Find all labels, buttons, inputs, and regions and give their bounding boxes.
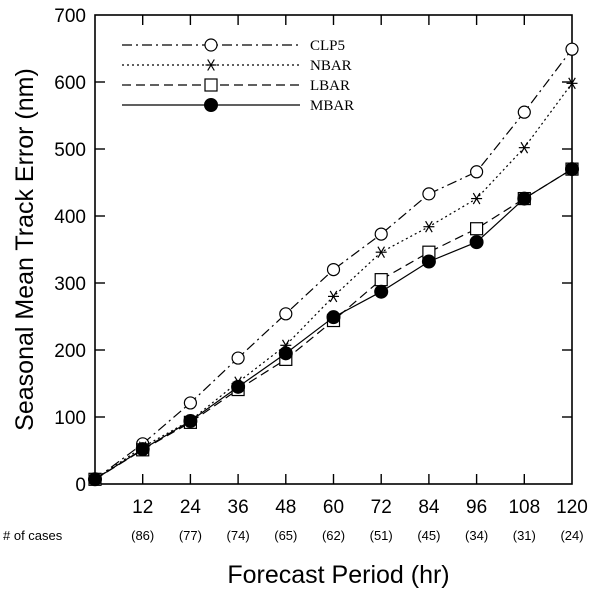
x-tick-label: 36 bbox=[228, 497, 249, 518]
y-tick-label: 700 bbox=[54, 6, 86, 27]
data-point-clp5 bbox=[231, 351, 245, 365]
data-point-nbar bbox=[328, 290, 339, 303]
data-point-mbar bbox=[183, 414, 198, 429]
data-point-clp5 bbox=[470, 165, 484, 179]
case-count-label: (24) bbox=[560, 528, 583, 543]
data-point-mbar bbox=[421, 254, 436, 269]
x-tick-label: 84 bbox=[418, 497, 440, 518]
x-axis-title: Forecast Period (hr) bbox=[227, 561, 449, 589]
legend-label-mbar: MBAR bbox=[310, 98, 354, 114]
case-count-label: (62) bbox=[322, 528, 345, 543]
y-axis-title: Seasonal Mean Track Error (nm) bbox=[11, 68, 39, 431]
data-point-mbar bbox=[565, 162, 579, 177]
y-tick-label: 100 bbox=[54, 408, 86, 429]
data-point-clp5 bbox=[422, 187, 436, 201]
x-tick-label: 12 bbox=[132, 497, 153, 518]
legend-marker-clp5 bbox=[204, 38, 218, 52]
x-tick-label: 72 bbox=[371, 497, 392, 518]
data-point-nbar bbox=[471, 192, 483, 205]
data-point-clp5 bbox=[565, 42, 579, 56]
y-tick-label: 300 bbox=[54, 274, 86, 295]
legend-label-lbar: LBAR bbox=[310, 78, 350, 94]
data-point-clp5 bbox=[326, 263, 341, 277]
case-count-label: (65) bbox=[274, 528, 297, 543]
data-point-lbar bbox=[470, 222, 484, 236]
legend-label-clp5: CLP5 bbox=[310, 38, 345, 54]
data-point-lbar bbox=[374, 273, 388, 287]
data-point-mbar bbox=[135, 442, 150, 457]
y-tick-label: 600 bbox=[54, 73, 86, 94]
series-line-clp5 bbox=[94, 48, 573, 480]
data-point-mbar bbox=[231, 379, 246, 394]
case-count-label: (31) bbox=[513, 528, 536, 543]
x-tick-label: 24 bbox=[180, 497, 202, 518]
data-point-mbar bbox=[517, 191, 532, 206]
x-tick-label: 60 bbox=[323, 497, 344, 518]
data-point-nbar bbox=[423, 220, 435, 233]
data-point-mbar bbox=[278, 346, 293, 361]
legend-marker-mbar bbox=[204, 98, 218, 112]
case-count-label: (34) bbox=[465, 528, 488, 543]
y-tick-label: 200 bbox=[54, 341, 86, 362]
data-point-clp5 bbox=[183, 396, 197, 410]
x-tick-label: 96 bbox=[466, 497, 487, 518]
case-count-label: (77) bbox=[179, 528, 202, 543]
y-tick-label: 500 bbox=[54, 140, 86, 161]
cases-row-label: # of cases bbox=[3, 528, 63, 543]
data-point-mbar bbox=[88, 472, 102, 487]
data-point-clp5 bbox=[279, 307, 293, 321]
legend-label-nbar: NBAR bbox=[310, 58, 352, 74]
legend-marker-lbar bbox=[204, 78, 218, 92]
x-tick-label: 120 bbox=[556, 497, 588, 518]
data-point-clp5 bbox=[517, 105, 531, 119]
legend-marker-nbar bbox=[205, 59, 217, 71]
y-tick-label: 400 bbox=[54, 207, 86, 228]
y-tick-label: 0 bbox=[75, 475, 86, 496]
case-count-label: (51) bbox=[370, 528, 393, 543]
data-point-nbar bbox=[566, 77, 578, 90]
case-count-label: (74) bbox=[227, 528, 250, 543]
x-tick-label: 48 bbox=[275, 497, 296, 518]
data-point-nbar bbox=[375, 246, 387, 258]
data-point-mbar bbox=[374, 284, 389, 299]
case-count-label: (45) bbox=[417, 528, 440, 543]
case-count-label: (86) bbox=[131, 528, 154, 543]
data-point-mbar bbox=[469, 235, 484, 250]
data-point-nbar bbox=[518, 141, 530, 154]
data-point-clp5 bbox=[374, 227, 388, 241]
x-tick-label: 108 bbox=[508, 497, 540, 518]
data-point-mbar bbox=[326, 310, 341, 325]
